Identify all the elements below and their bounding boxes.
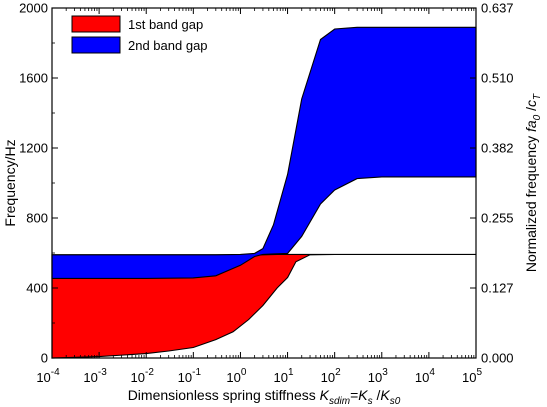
right-y-axis-label-c: c xyxy=(523,100,539,107)
x-axis-label-prefix: Dimensionless spring stiffness xyxy=(128,387,320,403)
axis-ticks: 10-4 10-3 10-2 10-1 100 101 102 103 104 105040080… xyxy=(19,1,513,386)
x-tick-exponent: 1 xyxy=(288,367,294,378)
right-y-tick-label: 0.000 xyxy=(481,351,514,366)
x-tick-label: 10-2 xyxy=(131,367,155,385)
x-tick-label: 104 xyxy=(415,367,435,385)
y-tick-label: 1200 xyxy=(19,141,48,156)
legend-swatch xyxy=(71,36,121,54)
right-y-tick-label: 0.510 xyxy=(481,71,514,86)
x-tick-label: 10-1 xyxy=(178,367,202,385)
right-y-tick-label: 0.637 xyxy=(481,1,514,16)
x-tick-label: 101 xyxy=(274,367,294,385)
x-tick-exponent: 4 xyxy=(429,367,435,378)
x-axis-label: Dimensionless spring stiffness Ksdim=Ks … xyxy=(128,387,401,407)
right-y-axis-label-sub: 0 xyxy=(532,114,543,120)
x-tick-label: 103 xyxy=(368,367,388,385)
x-axis-label-sub1: sdim xyxy=(329,396,350,407)
y-axis-label: Frequency/Hz xyxy=(2,139,18,226)
right-y-axis-label-csub: T xyxy=(532,93,543,100)
y-tick-label: 1600 xyxy=(19,71,48,86)
right-y-tick-label: 0.127 xyxy=(481,281,514,296)
band-gap-area-2 xyxy=(51,26,477,279)
y-tick-label: 400 xyxy=(26,281,48,296)
x-tick-exponent: -3 xyxy=(98,367,107,378)
x-tick-label: 10-3 xyxy=(83,367,107,385)
legend-label: 1st band gap xyxy=(128,17,203,32)
x-tick-exponent: -4 xyxy=(51,367,60,378)
y-tick-label: 0 xyxy=(41,351,48,366)
right-y-axis-label-prefix: Normalized frequency xyxy=(523,132,539,272)
x-axis-label-k1: K xyxy=(320,387,330,403)
right-y-axis-label-fa: fa xyxy=(523,120,539,132)
legend-label: 2nd band gap xyxy=(128,38,208,53)
x-axis-label-k3: K xyxy=(380,387,390,403)
x-tick-exponent: 5 xyxy=(476,367,482,378)
x-tick-exponent: 3 xyxy=(382,367,388,378)
legend-swatch xyxy=(71,15,121,33)
x-tick-exponent: 0 xyxy=(241,367,247,378)
x-axis-label-sub3: s0 xyxy=(390,396,401,407)
legend: 1st band gap 2nd band gap xyxy=(71,15,208,54)
x-tick-label: 100 xyxy=(226,367,246,385)
x-axis-label-slash: / xyxy=(373,387,381,403)
x-tick-exponent: -1 xyxy=(192,367,201,378)
y-tick-label: 2000 xyxy=(19,1,48,16)
right-y-axis-label-slash: / xyxy=(523,107,539,115)
x-tick-label: 102 xyxy=(321,367,341,385)
x-tick-exponent: -2 xyxy=(145,367,154,378)
y-tick-label: 800 xyxy=(26,211,48,226)
x-tick-exponent: 2 xyxy=(335,367,341,378)
x-axis-label-k2: K xyxy=(358,387,368,403)
x-axis-label-sub2: s xyxy=(368,396,373,407)
x-tick-label: 105 xyxy=(462,367,482,385)
right-y-tick-label: 0.255 xyxy=(481,211,514,226)
right-y-axis-label: Normalized frequency fa0 /cT xyxy=(523,93,543,272)
x-tick-label: 10-4 xyxy=(36,367,60,385)
plot-areas xyxy=(51,26,477,359)
right-y-tick-label: 0.382 xyxy=(481,141,514,156)
x-axis-label-eq: = xyxy=(350,387,358,403)
